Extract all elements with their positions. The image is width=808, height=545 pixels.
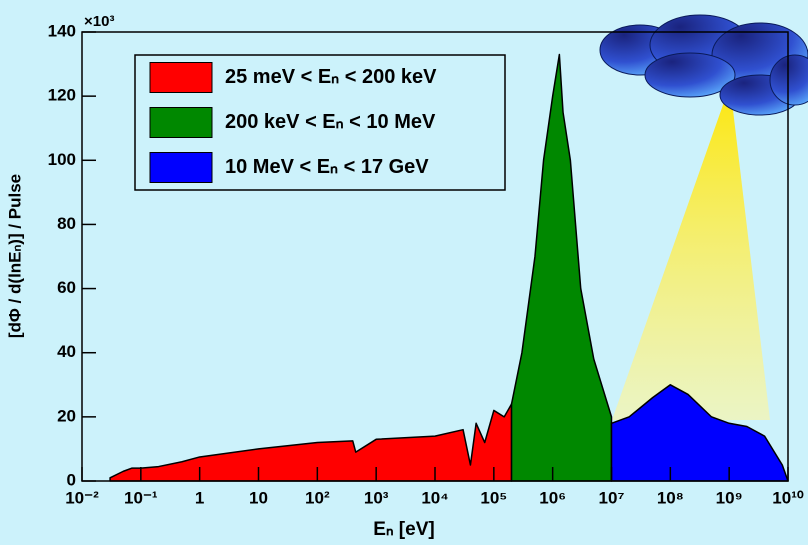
- y-tick-label: 20: [57, 406, 76, 425]
- x-tick-label: 10²: [305, 488, 330, 507]
- legend-label: 200 keV < Eₙ < 10 MeV: [225, 111, 436, 133]
- x-axis-label: Eₙ [eV]: [373, 519, 434, 540]
- y-tick-label: 0: [67, 470, 76, 489]
- legend-swatch: [149, 62, 213, 93]
- x-tick-label: 10¹⁰: [772, 488, 804, 507]
- x-tick-label: 10⁸: [657, 488, 684, 507]
- x-tick-label: 10⁹: [716, 488, 743, 507]
- light-beam: [612, 85, 770, 420]
- y-tick-label: 40: [57, 342, 76, 361]
- area: [109, 403, 513, 482]
- y-tick-label: 120: [48, 86, 76, 105]
- area: [610, 384, 789, 482]
- x-tick-label: 1: [195, 488, 204, 507]
- x-tick-label: 10⁻¹: [124, 488, 158, 507]
- y-tick-label: 100: [48, 150, 76, 169]
- legend-label: 25 meV < Eₙ < 200 keV: [225, 66, 437, 88]
- x-tick-label: 10: [249, 488, 268, 507]
- y-tick-label: 140: [48, 21, 76, 40]
- legend-label: 10 MeV < Eₙ < 17 GeV: [225, 156, 429, 178]
- x-tick-label: 10³: [364, 488, 389, 507]
- x-tick-label: 10⁵: [480, 488, 507, 507]
- cloud: [599, 14, 808, 116]
- legend-swatch: [149, 152, 213, 183]
- decoration: [599, 14, 808, 420]
- legend-swatch: [149, 107, 213, 138]
- y-axis-label: [dΦ / d(lnEₙ)] / Pulse: [5, 174, 24, 338]
- area: [510, 53, 613, 482]
- y-multiplier: ×10³: [84, 13, 114, 30]
- y-tick-label: 60: [57, 278, 76, 297]
- x-tick-label: 10⁻²: [65, 488, 99, 507]
- x-tick-label: 10⁴: [421, 488, 448, 507]
- x-tick-label: 10⁶: [539, 488, 566, 507]
- x-tick-label: 10⁷: [599, 488, 625, 507]
- y-tick-label: 80: [57, 214, 76, 233]
